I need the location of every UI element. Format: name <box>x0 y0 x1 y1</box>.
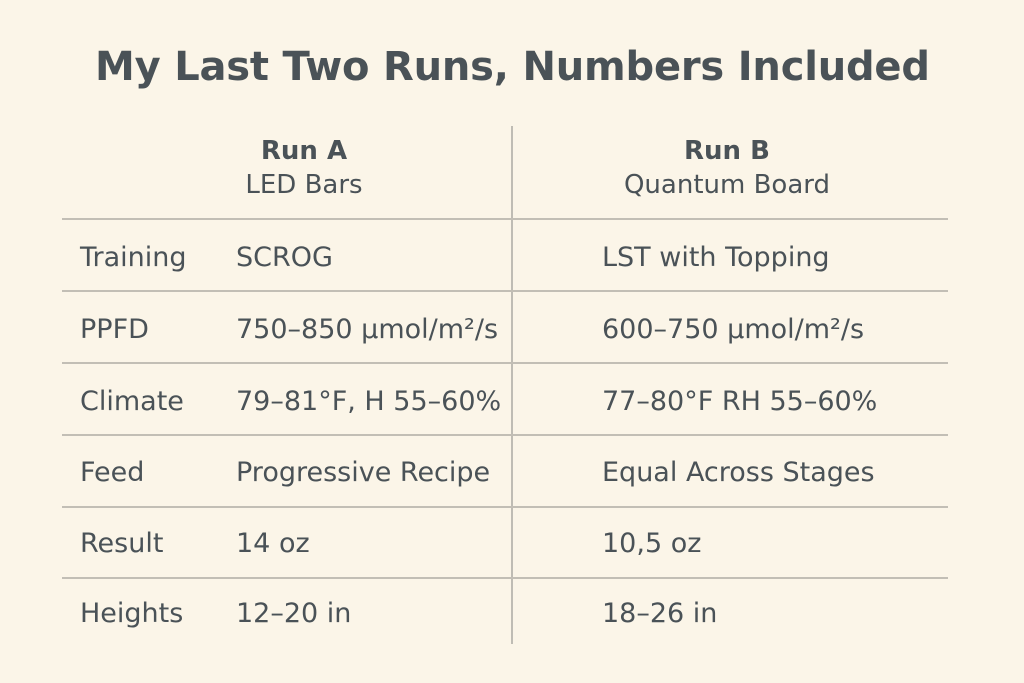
run-a-climate: 79–81°F, H 55–60% <box>236 386 502 417</box>
run-b-light: Quantum Board <box>623 170 831 200</box>
run-b-ppfd: 600–750 μmol/m²/s <box>602 314 865 345</box>
run-a-result: 14 oz <box>236 528 310 559</box>
header-run-a: Run A LED Bars <box>212 134 396 202</box>
run-a-ppfd: 750–850 μmol/m²/s <box>236 314 499 345</box>
row-divider <box>62 362 948 364</box>
run-a-feed: Progressive Recipe <box>236 457 491 488</box>
row-label-heights: Heights <box>80 598 184 629</box>
row-label-training: Training <box>80 242 187 273</box>
run-b-training: LST with Topping <box>602 242 830 273</box>
row-divider <box>62 434 948 436</box>
page-title: My Last Two Runs, Numbers Included <box>95 44 930 90</box>
row-label-result: Result <box>80 528 164 559</box>
run-b-feed: Equal Across Stages <box>602 457 875 488</box>
row-divider <box>62 218 948 220</box>
run-b-name: Run B <box>684 136 770 166</box>
run-a-light: LED Bars <box>245 170 363 200</box>
row-label-ppfd: PPFD <box>80 314 149 345</box>
run-b-result: 10,5 oz <box>602 528 702 559</box>
comparison-table: Run A LED Bars Run B Quantum Board Train… <box>62 126 948 644</box>
run-b-heights: 18–26 in <box>602 598 718 629</box>
column-divider <box>511 126 513 644</box>
row-label-feed: Feed <box>80 457 145 488</box>
header-run-b: Run B Quantum Board <box>602 134 852 202</box>
row-divider <box>62 290 948 292</box>
run-a-name: Run A <box>260 136 348 166</box>
run-a-training: SCROG <box>236 242 333 273</box>
run-a-heights: 12–20 in <box>236 598 352 629</box>
row-divider <box>62 506 948 508</box>
row-divider <box>62 577 948 579</box>
row-label-climate: Climate <box>80 386 184 417</box>
run-b-climate: 77–80°F RH 55–60% <box>602 386 878 417</box>
